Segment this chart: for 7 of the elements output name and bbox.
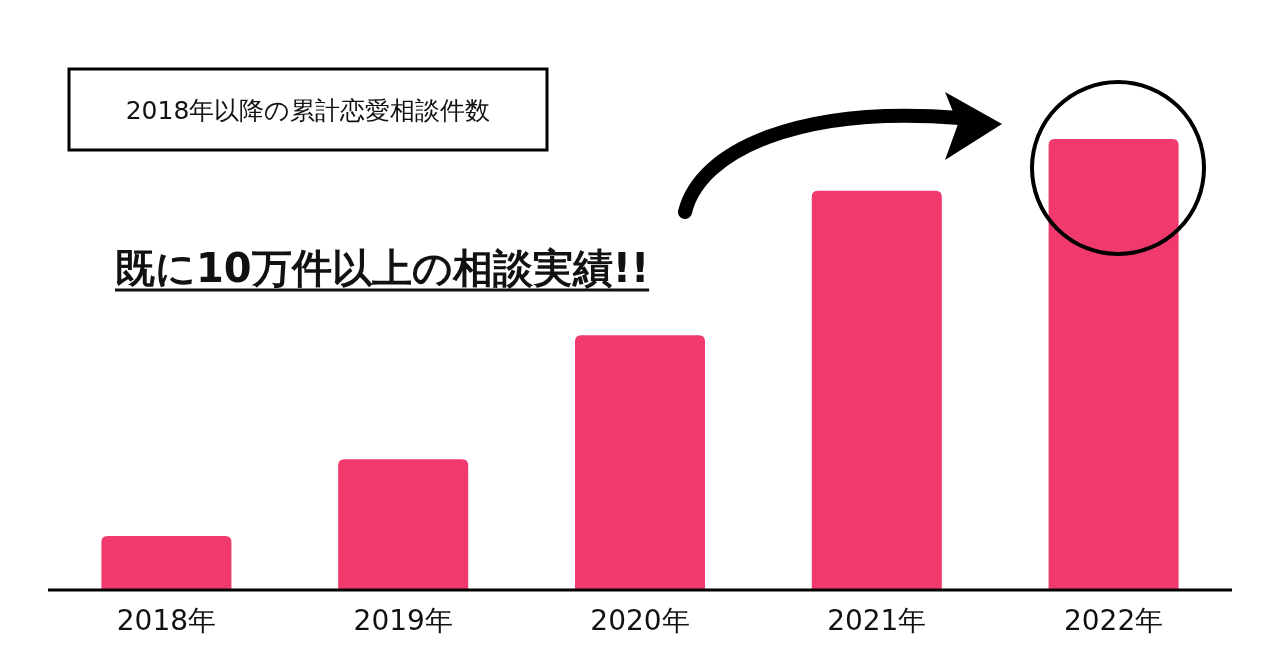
x-tick-label: 2021年 — [827, 604, 927, 637]
x-tick-label: 2022年 — [1063, 604, 1164, 637]
x-tick-label: 2019年 — [353, 604, 453, 637]
annotation: 既に10万件以上の相談実績!! — [115, 245, 650, 291]
chart-title: 2018年以降の累計恋愛相談件数 — [125, 96, 491, 125]
x-tick-label: 2018年 — [116, 604, 217, 637]
x-tick-label: 2020年 — [590, 604, 690, 637]
